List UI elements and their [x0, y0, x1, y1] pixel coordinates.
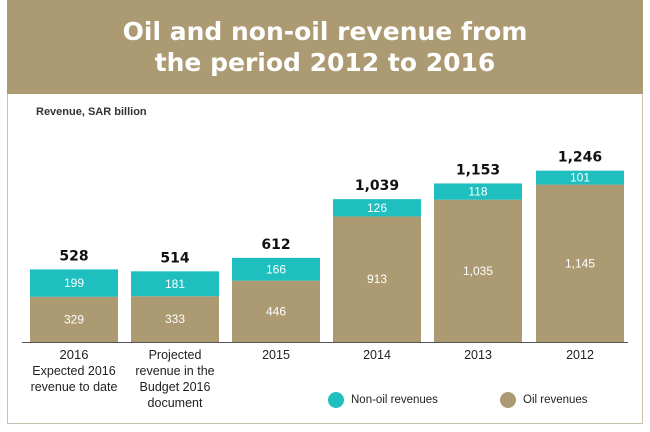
bar-non-oil-5	[536, 170, 624, 185]
label-total-4: 1,153	[456, 162, 500, 178]
chart-title: Oil and non-oil revenue from the period …	[122, 17, 528, 77]
label-oil-0: 329	[64, 312, 84, 326]
label-non-oil-0: 199	[64, 276, 84, 290]
label-total-0: 528	[59, 248, 88, 264]
bar-non-oil-3	[333, 199, 421, 217]
legend-oil-label: Oil revenues	[523, 394, 588, 406]
label-non-oil-1: 181	[165, 277, 185, 291]
y-axis-label: Revenue, SAR billion	[36, 106, 147, 118]
label-non-oil-5: 101	[570, 171, 590, 185]
legend-non-oil: Non-oil revenues	[328, 392, 438, 408]
label-oil-1: 333	[165, 312, 185, 326]
bar-non-oil-0	[30, 269, 118, 297]
label-oil-3: 913	[367, 272, 387, 286]
bar-oil-2	[232, 280, 320, 342]
category-label-3: 2014	[363, 348, 391, 362]
bar-oil-1	[131, 296, 219, 342]
bar-oil-3	[333, 216, 421, 342]
bar-non-oil-1	[131, 271, 219, 297]
legend-oil: Oil revenues	[500, 392, 588, 408]
chart-header: Oil and non-oil revenue from the period …	[7, 0, 643, 94]
label-total-5: 1,246	[558, 150, 602, 166]
bar-non-oil-4	[434, 183, 522, 200]
legend-non-oil-label: Non-oil revenues	[351, 394, 438, 406]
label-total-1: 514	[160, 250, 189, 266]
legend-non-oil-swatch	[328, 392, 344, 408]
label-oil-2: 446	[266, 304, 286, 318]
bar-non-oil-2	[232, 257, 320, 281]
category-label-1: Projected revenue in the Budget 2016 docume…	[135, 348, 215, 410]
label-oil-4: 1,035	[463, 264, 493, 278]
label-non-oil-4: 118	[468, 185, 487, 199]
category-label-4: 2013	[464, 348, 492, 362]
bar-oil-4	[434, 199, 522, 342]
label-non-oil-3: 126	[367, 201, 387, 215]
label-non-oil-2: 166	[266, 262, 286, 276]
label-oil-5: 1,145	[565, 256, 595, 270]
label-total-2: 612	[261, 237, 290, 253]
category-label-0: 2016 Expected 2016 revenue to date	[30, 347, 118, 394]
category-label-5: 2012	[566, 348, 594, 362]
bar-oil-5	[536, 184, 624, 342]
category-label-2: 2015	[262, 348, 290, 362]
legend-oil-swatch	[500, 392, 516, 408]
label-total-3: 1,039	[355, 178, 399, 194]
bar-oil-0	[30, 296, 118, 342]
